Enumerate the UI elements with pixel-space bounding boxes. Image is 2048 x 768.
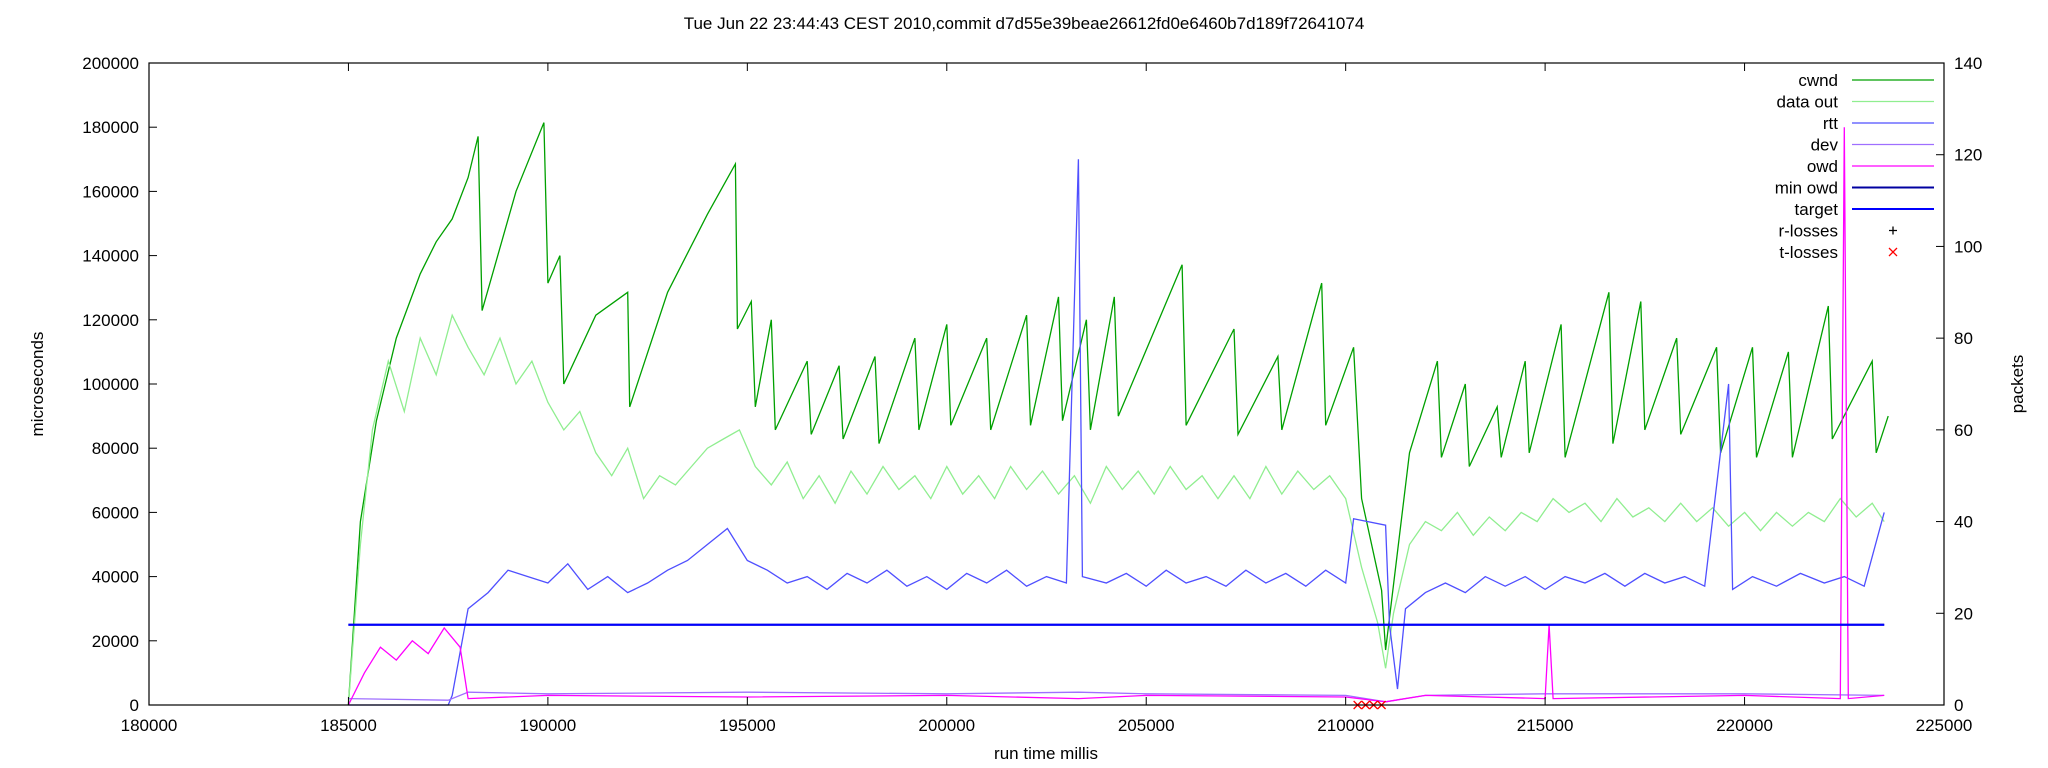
x-tick-label: 210000 — [1317, 716, 1374, 735]
x-axis-label: run time millis — [994, 744, 1098, 763]
y-tick-label: 0 — [130, 696, 139, 715]
legend-label-target: target — [1795, 200, 1839, 219]
legend-swatch-t-losses — [1888, 247, 1898, 257]
y2-tick-label: 20 — [1954, 604, 1973, 623]
y-tick-label: 100000 — [82, 375, 139, 394]
y-axis-left: 0 20000 40000 60000 80000 100000 120000 140000 1… — [82, 54, 157, 715]
x-tick-label: 215000 — [1517, 716, 1574, 735]
legend-label-t-losses: t-losses — [1779, 243, 1838, 262]
x-tick-label: 195000 — [719, 716, 776, 735]
y-tick-label: 120000 — [82, 311, 139, 330]
series-dev — [348, 691, 1885, 703]
plot-frame — [148, 62, 1945, 706]
y2-tick-label: 60 — [1954, 421, 1973, 440]
legend-label-owd: owd — [1807, 157, 1838, 176]
legend-label-rtt: rtt — [1823, 114, 1838, 133]
y2-tick-label: 80 — [1954, 329, 1973, 348]
x-tick-label: 180000 — [121, 716, 178, 735]
legend: cwnd data out rtt dev owd min owd target r-loss… — [1775, 71, 1934, 262]
x-tick-label: 190000 — [520, 716, 577, 735]
y2-tick-label: 40 — [1954, 513, 1973, 532]
y2-tick-label: 0 — [1954, 696, 1963, 715]
x-tick-label: 205000 — [1118, 716, 1175, 735]
y-axis-label: microseconds — [28, 332, 47, 437]
y-tick-label: 200000 — [82, 54, 139, 73]
y-tick-label: 60000 — [92, 503, 139, 522]
x-tick-label: 200000 — [918, 716, 975, 735]
y-tick-label: 80000 — [92, 439, 139, 458]
y2-tick-label: 120 — [1954, 146, 1982, 165]
series-owd — [347, 127, 1885, 706]
y2-tick-label: 140 — [1954, 54, 1982, 73]
y-tick-label: 180000 — [82, 118, 139, 137]
chart-title: Tue Jun 22 23:44:43 CEST 2010,commit d7d… — [684, 14, 1365, 33]
y-tick-label: 140000 — [82, 247, 139, 266]
y-tick-label: 160000 — [82, 182, 139, 201]
series-cwnd — [347, 122, 1889, 706]
series-data-out — [347, 313, 1885, 706]
x-axis: 180000 185000 190000 195000 200000 205000 2100… — [121, 63, 1973, 735]
legend-label-data-out: data out — [1777, 93, 1839, 112]
x-tick-label: 225000 — [1916, 716, 1973, 735]
y2-axis-label: packets — [2008, 355, 2027, 414]
legend-label-cwnd: cwnd — [1798, 71, 1838, 90]
series-rtt — [348, 159, 1885, 706]
x-tick-label: 185000 — [320, 716, 377, 735]
y2-tick-label: 100 — [1954, 237, 1982, 256]
y-axis-right: 0 20 40 60 80 100 120 140 — [1936, 54, 1982, 715]
legend-label-r-losses: r-losses — [1778, 222, 1838, 241]
legend-label-dev: dev — [1811, 136, 1839, 155]
plot-area — [347, 122, 1889, 710]
y-tick-label: 40000 — [92, 568, 139, 587]
legend-swatch-r-losses — [1889, 226, 1897, 235]
y-tick-label: 20000 — [92, 632, 139, 651]
legend-label-min-owd: min owd — [1775, 179, 1838, 198]
x-tick-label: 220000 — [1716, 716, 1773, 735]
